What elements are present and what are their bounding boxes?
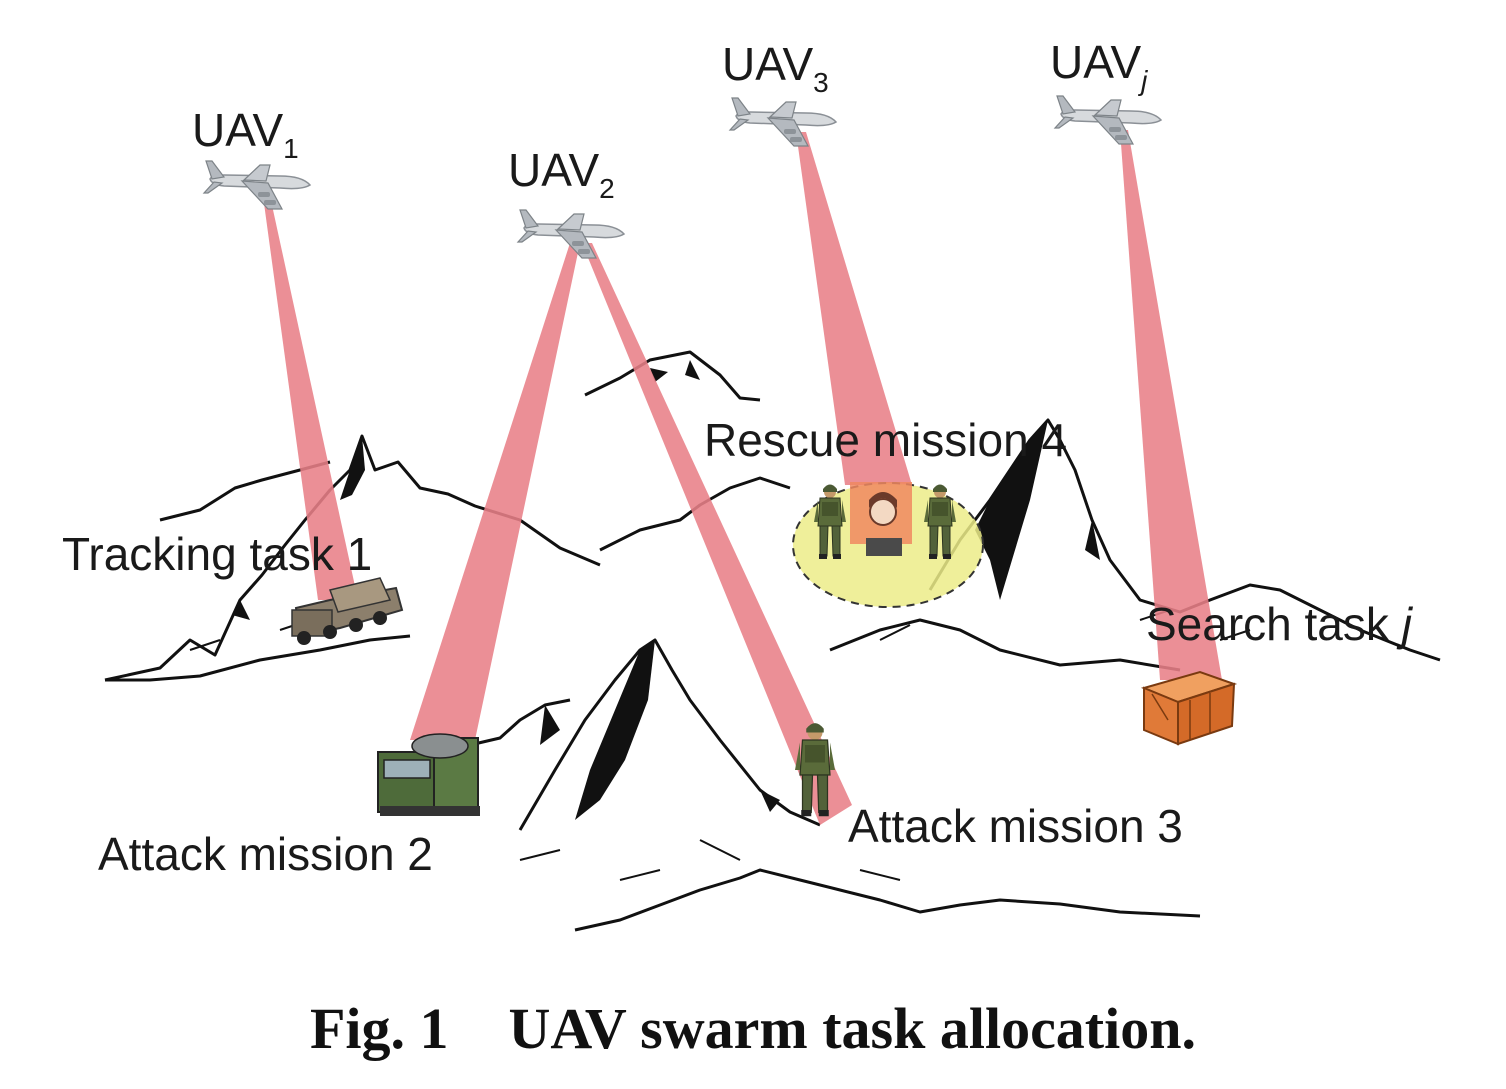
uav-label-1: UAV1: [192, 104, 299, 164]
beam-uavj: [1120, 130, 1222, 680]
rescue-mission-label: Rescue mission 4: [704, 414, 1067, 466]
beam-uav1: [263, 196, 358, 600]
figure-number: Fig. 1: [310, 996, 449, 1061]
uav-label-3: UAV3: [722, 38, 829, 98]
beam-uav3: [796, 132, 912, 485]
beam-uav2-right: [582, 243, 852, 825]
figure-caption: Fig. 1 UAV swarm task allocation.: [0, 995, 1506, 1062]
airplane-icon: [729, 97, 837, 147]
tracking-task-label: Tracking task 1: [62, 528, 372, 580]
mountain-shadows: [232, 360, 1100, 820]
airplane-icon: [203, 160, 311, 210]
supply-crate-icon: [1140, 670, 1238, 746]
attack-mission-3-label: Attack mission 3: [848, 800, 1183, 852]
rocket-launcher-truck-icon: [291, 577, 404, 645]
uav-label-j: UAVj: [1050, 36, 1148, 96]
attack-mission-2-label: Attack mission 2: [98, 828, 433, 880]
uav-label-2: UAV2: [508, 144, 615, 204]
search-task-label: Search task j: [1146, 598, 1414, 650]
beam-uav2-left: [410, 243, 580, 740]
missile-truck-icon: [377, 733, 480, 816]
figure-title: UAV swarm task allocation.: [508, 996, 1196, 1061]
airplane-icon: [1054, 95, 1162, 145]
hostage-icon: [866, 492, 902, 556]
sensor-beams: [263, 130, 1222, 825]
